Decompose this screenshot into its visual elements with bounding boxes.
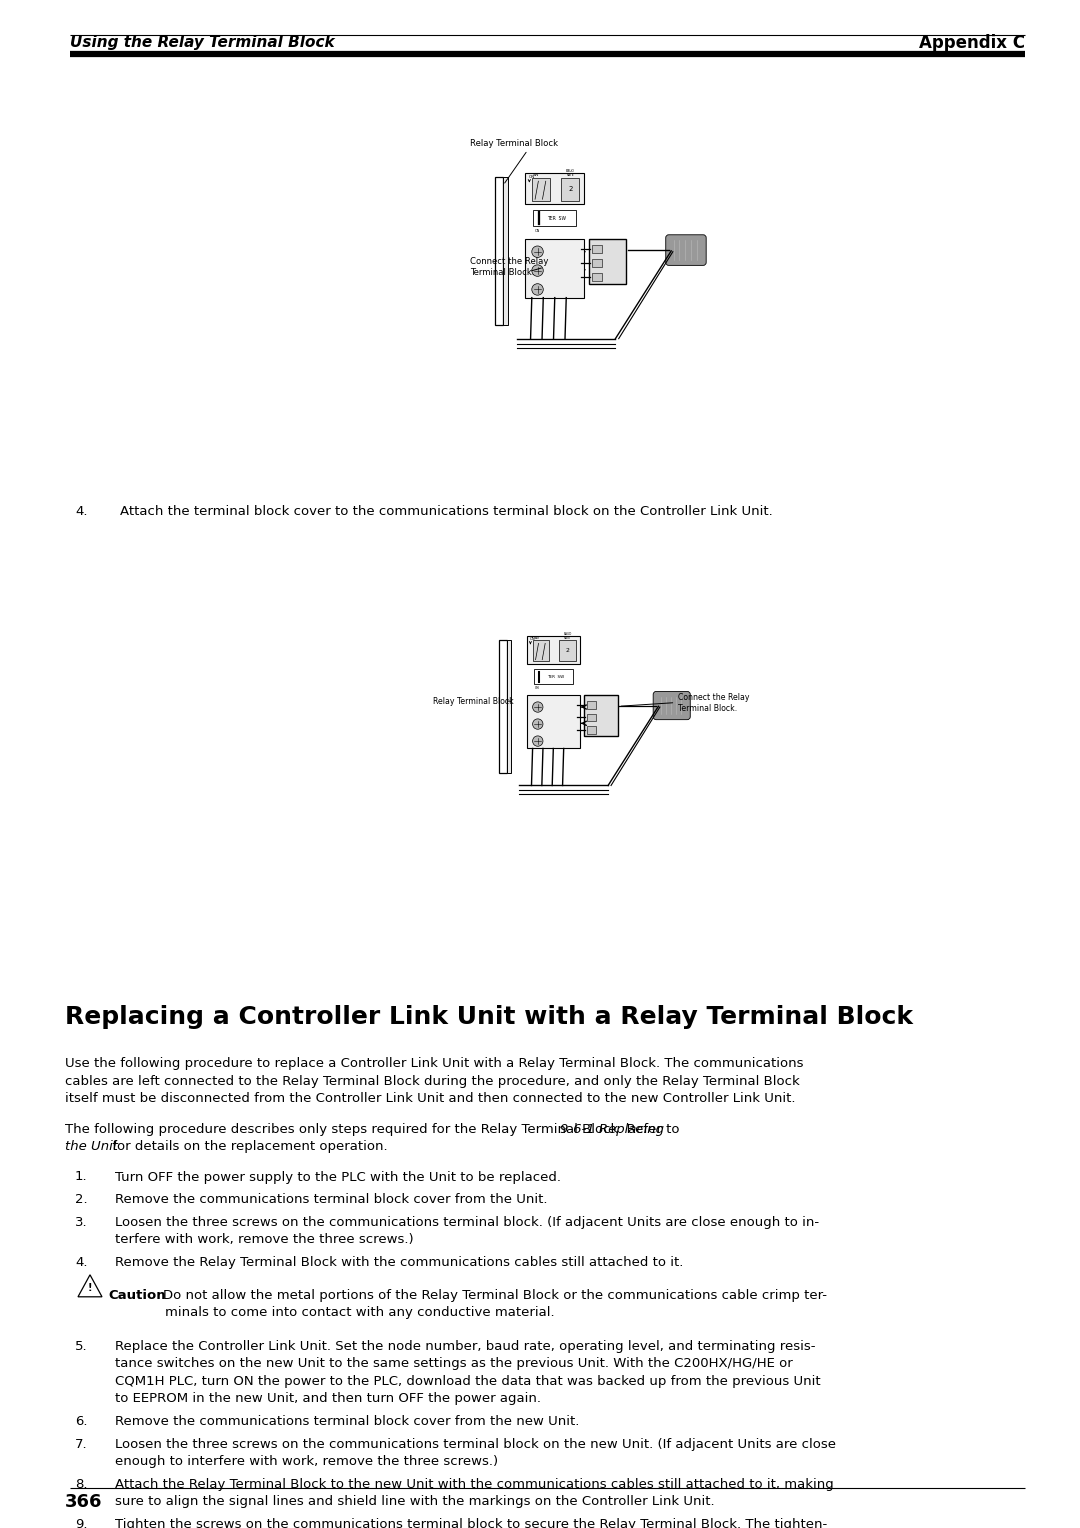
- Text: Relay Terminal Block: Relay Terminal Block: [470, 139, 558, 148]
- Text: Attach the Relay Terminal Block to the new Unit with the communications cables s: Attach the Relay Terminal Block to the n…: [114, 1478, 834, 1508]
- Text: 4.: 4.: [75, 1256, 87, 1270]
- Text: cables are left connected to the Relay Terminal Block during the procedure, and : cables are left connected to the Relay T…: [65, 1074, 800, 1088]
- Text: 6.: 6.: [75, 1415, 87, 1429]
- Bar: [503, 177, 508, 324]
- Text: BAUD
RATE: BAUD RATE: [564, 631, 571, 640]
- Circle shape: [531, 246, 543, 257]
- Bar: [535, 669, 572, 685]
- Circle shape: [532, 736, 543, 746]
- Bar: [527, 695, 580, 749]
- Text: Relay Terminal Block: Relay Terminal Block: [433, 697, 513, 706]
- Text: Loosen the three screws on the communications terminal block. (If adjacent Units: Loosen the three screws on the communica…: [114, 1216, 819, 1247]
- Text: ON: ON: [528, 174, 535, 179]
- Circle shape: [532, 718, 543, 729]
- Text: Use the following procedure to replace a Controller Link Unit with a Relay Termi: Use the following procedure to replace a…: [65, 1057, 804, 1070]
- Text: 3.: 3.: [75, 1216, 87, 1229]
- Text: 2: 2: [566, 648, 569, 654]
- Text: SW: SW: [532, 173, 539, 177]
- Bar: [559, 640, 576, 662]
- Text: 4.: 4.: [75, 504, 87, 518]
- Bar: [495, 177, 503, 324]
- Text: Appendix C: Appendix C: [919, 34, 1025, 52]
- Bar: [590, 238, 626, 284]
- Text: minals to come into contact with any conductive material.: minals to come into contact with any con…: [165, 1306, 555, 1319]
- Bar: [499, 640, 507, 773]
- Bar: [534, 209, 576, 226]
- Text: Replace the Controller Link Unit. Set the node number, baud rate, operating leve: Replace the Controller Link Unit. Set th…: [114, 1340, 821, 1406]
- Bar: [507, 640, 511, 773]
- Text: Loosen the three screws on the communications terminal block on the new Unit. (I: Loosen the three screws on the communica…: [114, 1438, 836, 1468]
- Text: Connect the Relay
Terminal Block.: Connect the Relay Terminal Block.: [470, 257, 549, 278]
- Text: Replacing a Controller Link Unit with a Relay Terminal Block: Replacing a Controller Link Unit with a …: [65, 1005, 913, 1028]
- Bar: [527, 636, 580, 665]
- Bar: [586, 714, 595, 721]
- Text: Do not allow the metal portions of the Relay Terminal Block or the communication: Do not allow the metal portions of the R…: [163, 1288, 827, 1302]
- Text: the Unit: the Unit: [65, 1140, 118, 1154]
- Text: Turn OFF the power supply to the PLC with the Unit to be replaced.: Turn OFF the power supply to the PLC wit…: [114, 1170, 561, 1184]
- Text: Remove the communications terminal block cover from the Unit.: Remove the communications terminal block…: [114, 1193, 548, 1206]
- Text: ON: ON: [529, 637, 536, 642]
- Text: !: !: [87, 1284, 92, 1293]
- Bar: [592, 274, 602, 281]
- Text: 5.: 5.: [75, 1340, 87, 1352]
- Text: Attach the terminal block cover to the communications terminal block on the Cont: Attach the terminal block cover to the c…: [120, 504, 773, 518]
- Bar: [584, 695, 618, 736]
- Text: for details on the replacement operation.: for details on the replacement operation…: [108, 1140, 388, 1154]
- Bar: [592, 244, 602, 254]
- Bar: [532, 640, 549, 662]
- Text: 1.: 1.: [75, 1170, 87, 1184]
- Text: 366: 366: [65, 1493, 103, 1511]
- Bar: [562, 177, 579, 200]
- Text: Remove the communications terminal block cover from the new Unit.: Remove the communications terminal block…: [114, 1415, 579, 1429]
- Text: 2: 2: [568, 186, 572, 193]
- Text: Tighten the screws on the communications terminal block to secure the Relay Term: Tighten the screws on the communications…: [114, 1519, 827, 1528]
- FancyBboxPatch shape: [665, 235, 706, 266]
- Text: The following procedure describes only steps required for the Relay Terminal Blo: The following procedure describes only s…: [65, 1123, 684, 1135]
- Text: TER  SW: TER SW: [548, 215, 566, 220]
- Bar: [525, 173, 584, 205]
- Circle shape: [531, 264, 543, 277]
- Text: TER  SW: TER SW: [546, 675, 564, 678]
- Text: ON: ON: [535, 229, 540, 232]
- Text: 9-6-1 Replacing: 9-6-1 Replacing: [559, 1123, 664, 1135]
- Bar: [525, 238, 584, 298]
- Text: SW: SW: [534, 636, 539, 640]
- Text: 7.: 7.: [75, 1438, 87, 1450]
- Text: Connect the Relay
Terminal Block.: Connect the Relay Terminal Block.: [678, 692, 750, 712]
- Text: 9.: 9.: [75, 1519, 87, 1528]
- Text: ON: ON: [535, 686, 539, 691]
- Text: Remove the Relay Terminal Block with the communications cables still attached to: Remove the Relay Terminal Block with the…: [114, 1256, 684, 1270]
- Circle shape: [532, 701, 543, 712]
- Bar: [586, 701, 595, 709]
- Bar: [586, 726, 595, 733]
- Bar: [531, 177, 550, 200]
- FancyBboxPatch shape: [653, 692, 690, 720]
- Text: BAUD
RATE: BAUD RATE: [566, 170, 575, 177]
- Text: itself must be disconnected from the Controller Link Unit and then connected to : itself must be disconnected from the Con…: [65, 1093, 796, 1105]
- Text: 2.: 2.: [75, 1193, 87, 1206]
- Bar: [592, 260, 602, 267]
- Text: Caution: Caution: [108, 1288, 165, 1302]
- Text: Using the Relay Terminal Block: Using the Relay Terminal Block: [70, 35, 335, 50]
- Text: 8.: 8.: [75, 1478, 87, 1491]
- Circle shape: [531, 284, 543, 295]
